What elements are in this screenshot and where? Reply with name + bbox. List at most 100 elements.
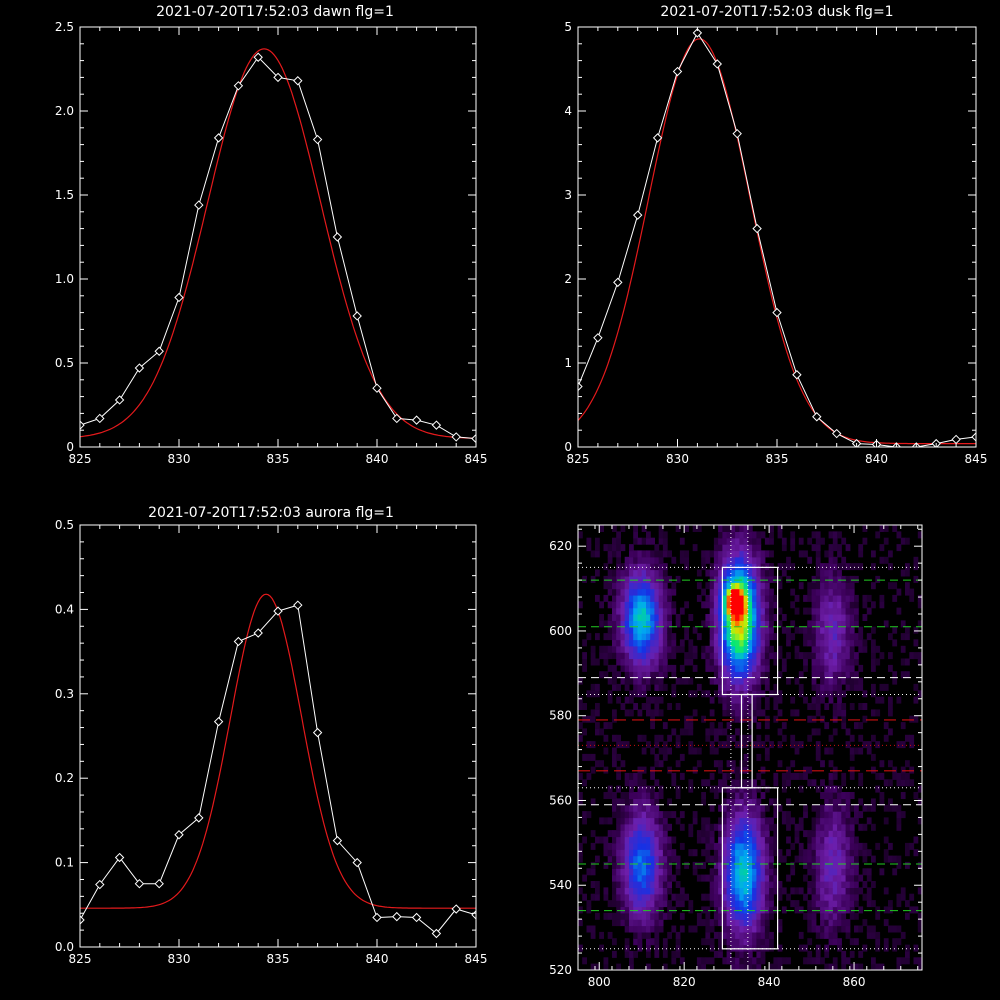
heatmap-cell xyxy=(739,931,745,939)
heatmap-cell xyxy=(709,728,715,736)
heatmap-cell xyxy=(701,849,706,857)
heatmap-cell xyxy=(849,938,855,946)
heatmap-cell xyxy=(773,849,779,857)
heatmap-cell xyxy=(849,633,855,641)
heatmap-cell xyxy=(679,753,685,761)
heatmap-cell xyxy=(633,861,638,869)
heatmap-cell xyxy=(722,868,728,876)
heatmap-cell xyxy=(650,925,655,933)
heatmap-cell xyxy=(718,531,723,539)
heatmap-cell xyxy=(832,658,838,666)
heatmap-cell xyxy=(900,620,906,628)
dusk-data-point xyxy=(812,412,822,422)
heatmap-cell xyxy=(837,861,842,869)
heatmap-cell xyxy=(743,575,749,583)
heatmap-cell xyxy=(650,645,655,653)
heatmap-cell xyxy=(752,741,757,749)
heatmap-cell xyxy=(671,811,677,819)
heatmap-cell xyxy=(781,563,787,571)
heatmap-cell xyxy=(769,836,774,844)
heatmap-cell xyxy=(633,588,638,596)
heatmap-cell xyxy=(879,683,885,691)
heatmap-cell xyxy=(773,652,779,660)
heatmap-cell xyxy=(637,645,643,653)
heatmap-cell xyxy=(764,715,770,723)
heatmap-cell xyxy=(747,874,753,882)
heatmap-cell xyxy=(607,575,613,583)
heatmap-cell xyxy=(701,556,706,564)
aurora-data-point xyxy=(372,912,382,923)
image-y-tick-label: 580 xyxy=(549,709,572,723)
heatmap-cell xyxy=(624,683,630,691)
heatmap-cell xyxy=(849,849,855,857)
heatmap-cell xyxy=(713,861,719,869)
heatmap-cell xyxy=(654,620,660,628)
heatmap-cell xyxy=(671,601,677,609)
heatmap-cell xyxy=(633,620,638,628)
heatmap-cell xyxy=(815,703,821,710)
heatmap-cell xyxy=(726,588,732,596)
heatmap-cell xyxy=(612,601,617,609)
heatmap-cell xyxy=(709,677,715,685)
heatmap-cell xyxy=(624,633,630,641)
heatmap-cell xyxy=(747,950,753,958)
heatmap-cell xyxy=(815,887,821,895)
heatmap-cell xyxy=(671,633,677,641)
heatmap-cell xyxy=(828,645,834,653)
heatmap-cell xyxy=(743,734,749,742)
heatmap-cell xyxy=(586,537,592,545)
heatmap-cell xyxy=(862,804,868,812)
heatmap-cell xyxy=(832,556,838,564)
heatmap-cell xyxy=(807,779,813,787)
heatmap-cell xyxy=(607,645,613,653)
heatmap-cell xyxy=(756,594,762,602)
heatmap-cell xyxy=(616,563,621,571)
heatmap-cell xyxy=(637,569,643,577)
heatmap-cell xyxy=(586,633,592,641)
heatmap-cell xyxy=(637,633,643,641)
heatmap-cell xyxy=(837,703,842,710)
heatmap-cell xyxy=(599,525,604,532)
heatmap-cell xyxy=(832,614,838,621)
heatmap-cell xyxy=(607,842,613,850)
heatmap-cell xyxy=(871,601,876,609)
heatmap-cell xyxy=(798,741,804,749)
heatmap-cell xyxy=(879,601,885,609)
heatmap-cell xyxy=(718,823,723,831)
dusk-y-tick-label: 4 xyxy=(564,104,572,118)
heatmap-cell xyxy=(841,575,847,583)
heatmap-cell xyxy=(641,556,647,564)
heatmap-cell xyxy=(654,779,660,787)
heatmap-cell xyxy=(756,868,762,876)
heatmap-cell xyxy=(684,626,689,634)
heatmap-cell xyxy=(743,525,749,532)
heatmap-cell xyxy=(862,703,868,710)
heatmap-cell xyxy=(777,957,783,965)
heatmap-cell xyxy=(743,614,749,621)
heatmap-cell xyxy=(756,817,762,825)
heatmap-cell xyxy=(629,861,634,869)
heatmap-cell xyxy=(849,747,855,755)
heatmap-cell xyxy=(667,836,672,844)
heatmap-cell xyxy=(747,900,753,908)
heatmap-cell xyxy=(739,950,745,958)
heatmap-cell xyxy=(752,569,757,577)
heatmap-cell xyxy=(726,944,732,952)
heatmap-cell xyxy=(845,664,851,672)
heatmap-cell xyxy=(633,836,638,844)
heatmap-cell xyxy=(747,620,753,628)
heatmap-cell xyxy=(679,912,685,920)
heatmap-cell xyxy=(607,652,613,660)
heatmap-cell xyxy=(752,944,757,952)
heatmap-cell xyxy=(675,741,681,749)
heatmap-cell xyxy=(820,639,825,647)
heatmap-cell xyxy=(769,823,774,831)
heatmap-cell xyxy=(629,639,634,647)
heatmap-cell xyxy=(769,626,774,634)
heatmap-cell xyxy=(764,906,770,914)
heatmap-cell xyxy=(760,690,766,698)
heatmap-cell xyxy=(718,906,723,914)
heatmap-cell xyxy=(777,671,783,679)
heatmap-cell xyxy=(803,957,808,965)
heatmap-cell xyxy=(667,747,672,755)
